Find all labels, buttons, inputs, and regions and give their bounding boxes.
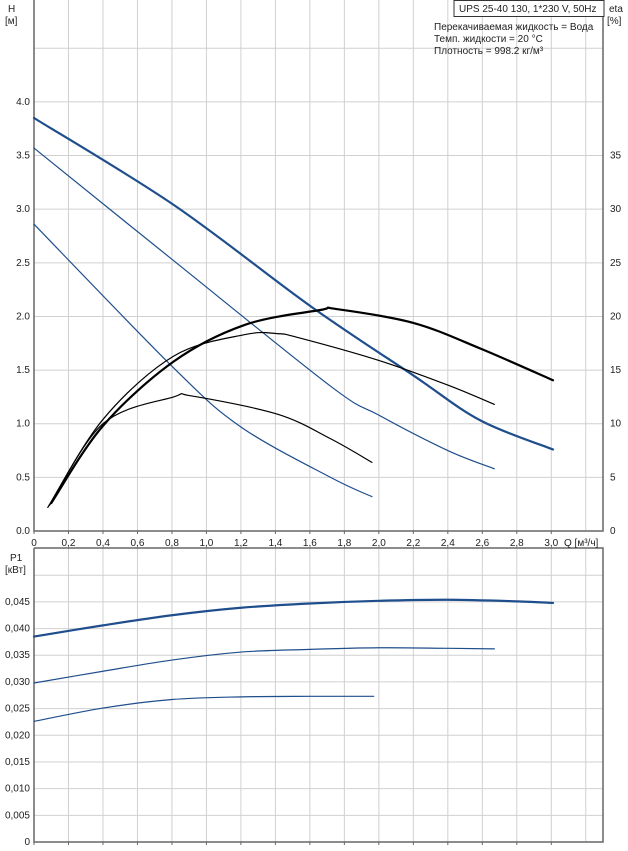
head-curve-speed-1 bbox=[33, 223, 373, 498]
y-tick-label-p1: 0 bbox=[24, 837, 30, 848]
y-tick-label-p1: 0,045 bbox=[5, 597, 30, 608]
y2-axis-unit-eta: [%] bbox=[607, 16, 622, 27]
y-axis-label-h: H bbox=[8, 4, 15, 15]
grid bbox=[34, 0, 603, 842]
y2-tick-label-eta: 20 bbox=[610, 311, 622, 322]
power-curve-speed-1 bbox=[33, 695, 375, 723]
x-tick-label: 1,6 bbox=[303, 538, 317, 549]
y-tick-label-p1: 0,030 bbox=[5, 677, 30, 688]
x-tick-label: 2,2 bbox=[406, 538, 420, 549]
y2-tick-label-eta: 0 bbox=[610, 526, 616, 537]
pump-title: UPS 25-40 130, 1*230 V, 50Hz bbox=[459, 4, 597, 15]
y-tick-label-h: 2.5 bbox=[16, 258, 30, 269]
x-tick-label: 0,6 bbox=[131, 538, 145, 549]
curves bbox=[32, 116, 555, 723]
x-tick-label: 0,4 bbox=[96, 538, 110, 549]
y-tick-label-p1: 0,015 bbox=[5, 757, 30, 768]
y-tick-label-h: 0.5 bbox=[16, 472, 30, 483]
y2-axis-label-eta: eta bbox=[609, 4, 623, 15]
y-axis-unit-h: [м] bbox=[5, 16, 18, 27]
x-tick-label: 0,8 bbox=[165, 538, 179, 549]
x-tick-label: 2,4 bbox=[441, 538, 455, 549]
top-plot-frame bbox=[33, 0, 604, 532]
x-tick-label: 2,6 bbox=[475, 538, 489, 549]
y-tick-label-h: 1.5 bbox=[16, 365, 30, 376]
y-tick-label-h: 0.0 bbox=[16, 526, 30, 537]
y-tick-label-h: 3.5 bbox=[16, 151, 30, 162]
y-tick-label-p1: 0,010 bbox=[5, 784, 30, 795]
x-tick-label: 0,2 bbox=[62, 538, 76, 549]
x-tick-label: 1,2 bbox=[234, 538, 248, 549]
y2-tick-label-eta: 10 bbox=[610, 419, 622, 430]
y-tick-label-h: 2.0 bbox=[16, 311, 30, 322]
x-tick-label: 1,8 bbox=[337, 538, 351, 549]
y2-tick-label-eta: 25 bbox=[610, 258, 622, 269]
x-tick-label: 3,0 bbox=[544, 538, 558, 549]
x-tick-label: 1,4 bbox=[268, 538, 282, 549]
y-axis-label-p1: P1 bbox=[10, 553, 23, 564]
y-tick-label-h: 4.0 bbox=[16, 97, 30, 108]
y-tick-label-p1: 0,020 bbox=[5, 730, 30, 741]
y-tick-label-p1: 0,035 bbox=[5, 650, 30, 661]
info-line-temp: Темп. жидкости = 20 °C bbox=[434, 34, 543, 45]
tick-labels: 0 0,2 0,4 0,6 0,8 1,0 1,2 1,4 1,6 1,8 2,0 2,2 2,4 2,6… bbox=[5, 97, 622, 848]
x-tick-label: 0 bbox=[31, 538, 37, 549]
y-tick-label-h: 3.0 bbox=[16, 204, 30, 215]
y-tick-label-h: 1.0 bbox=[16, 419, 30, 430]
info-line-density: Плотность = 998.2 кг/м³ bbox=[434, 46, 544, 57]
y-axis-unit-p1: [кВт] bbox=[5, 565, 26, 576]
y-tick-label-p1: 0,040 bbox=[5, 624, 30, 635]
x-tick-label: 2,8 bbox=[510, 538, 524, 549]
info-line-fluid: Перекачиваемая жидкость = Вода bbox=[434, 22, 594, 33]
bottom-plot-frame bbox=[33, 547, 604, 843]
y-tick-label-p1: 0,025 bbox=[5, 704, 30, 715]
y2-tick-label-eta: 15 bbox=[610, 365, 622, 376]
head-curve-speed-2 bbox=[33, 147, 495, 470]
header-box: UPS 25-40 130, 1*230 V, 50Hz Перекачивае… bbox=[434, 0, 605, 57]
y-tick-label-p1: 0,005 bbox=[5, 810, 30, 821]
x-axis-label: Q [м³/ч] bbox=[564, 538, 599, 549]
y2-tick-label-eta: 35 bbox=[610, 151, 622, 162]
x-tick-label: 1,0 bbox=[199, 538, 213, 549]
eta-curve-speed-2 bbox=[47, 331, 495, 508]
eta-curve-speed-1 bbox=[48, 392, 373, 506]
x-tick-label: 2,0 bbox=[372, 538, 386, 549]
axes bbox=[33, 0, 604, 843]
power-curve-speed-3 bbox=[32, 598, 555, 638]
eta-curve-speed-3 bbox=[50, 306, 555, 505]
y2-tick-label-eta: 30 bbox=[610, 204, 622, 215]
y2-tick-label-eta: 5 bbox=[610, 472, 616, 483]
power-curve-speed-2 bbox=[33, 647, 495, 684]
head-curve-speed-3 bbox=[32, 116, 555, 451]
